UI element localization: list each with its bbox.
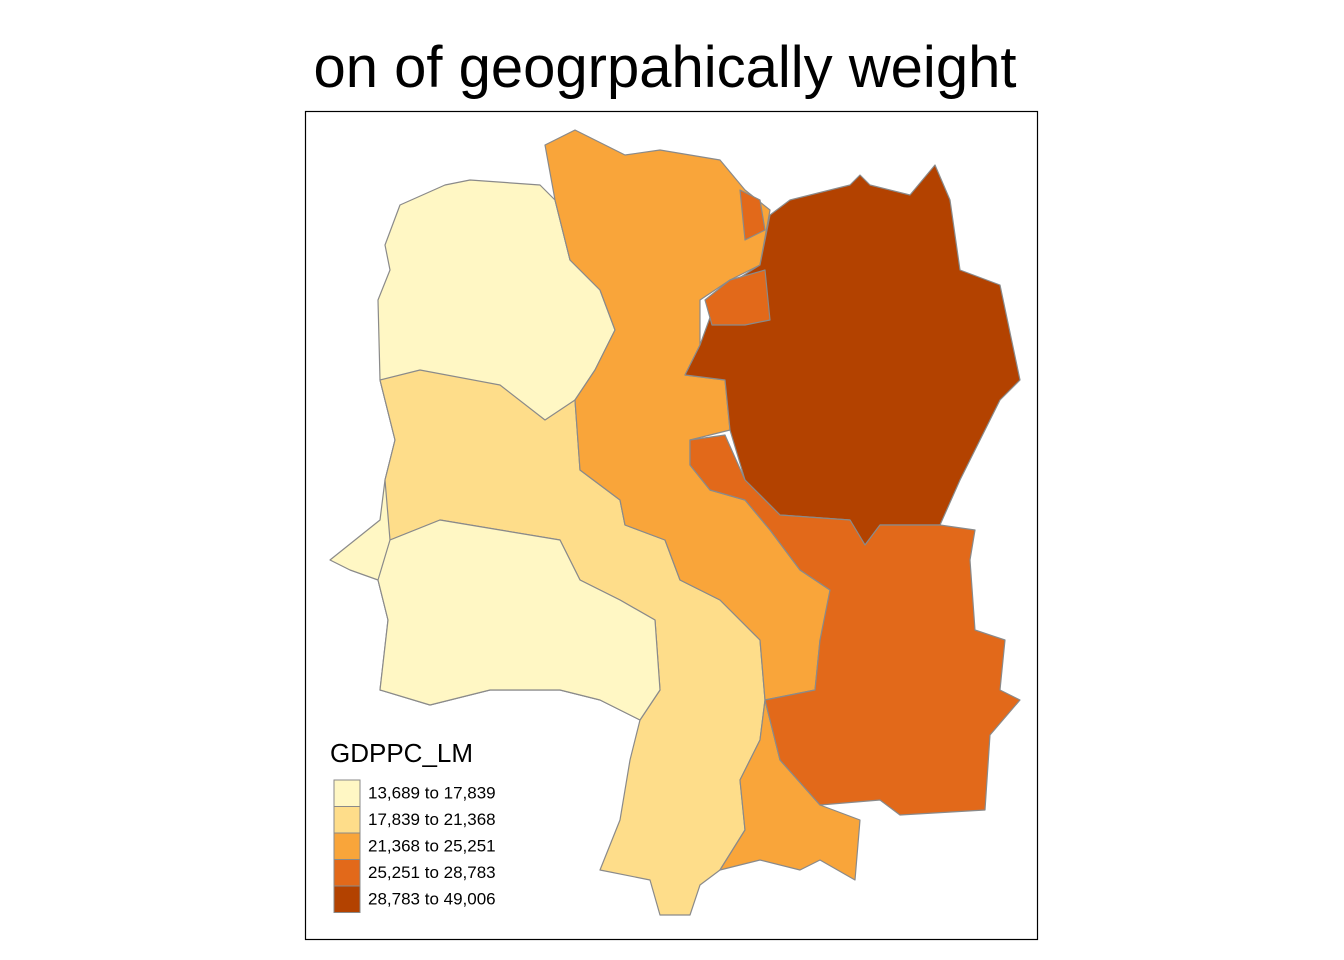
region (704, 269, 771, 326)
region (739, 189, 766, 241)
title-box: on of geogrpahically weight (292, 28, 1038, 108)
region (377, 519, 661, 721)
legend-swatch (333, 859, 361, 887)
legend-swatch (333, 885, 361, 913)
regions (329, 129, 1021, 916)
legend-label: 17,839 to 21,368 (368, 810, 496, 829)
legend: GDPPC_LM 13,689 to 17,839 17,839 to 21,36… (330, 738, 496, 913)
legend-label: 25,251 to 28,783 (368, 863, 496, 882)
legend-swatch (333, 832, 361, 860)
region (689, 434, 1021, 816)
map-title: on of geogrpahically weight (313, 35, 1017, 100)
legend-swatch (333, 779, 361, 807)
legend-swatch (333, 806, 361, 834)
legend-label: 13,689 to 17,839 (368, 783, 496, 802)
legend-label: 21,368 to 25,251 (368, 836, 496, 855)
legend-label: 28,783 to 49,006 (368, 889, 496, 908)
legend-title: GDPPC_LM (330, 738, 473, 768)
map-frame (304, 110, 1039, 941)
